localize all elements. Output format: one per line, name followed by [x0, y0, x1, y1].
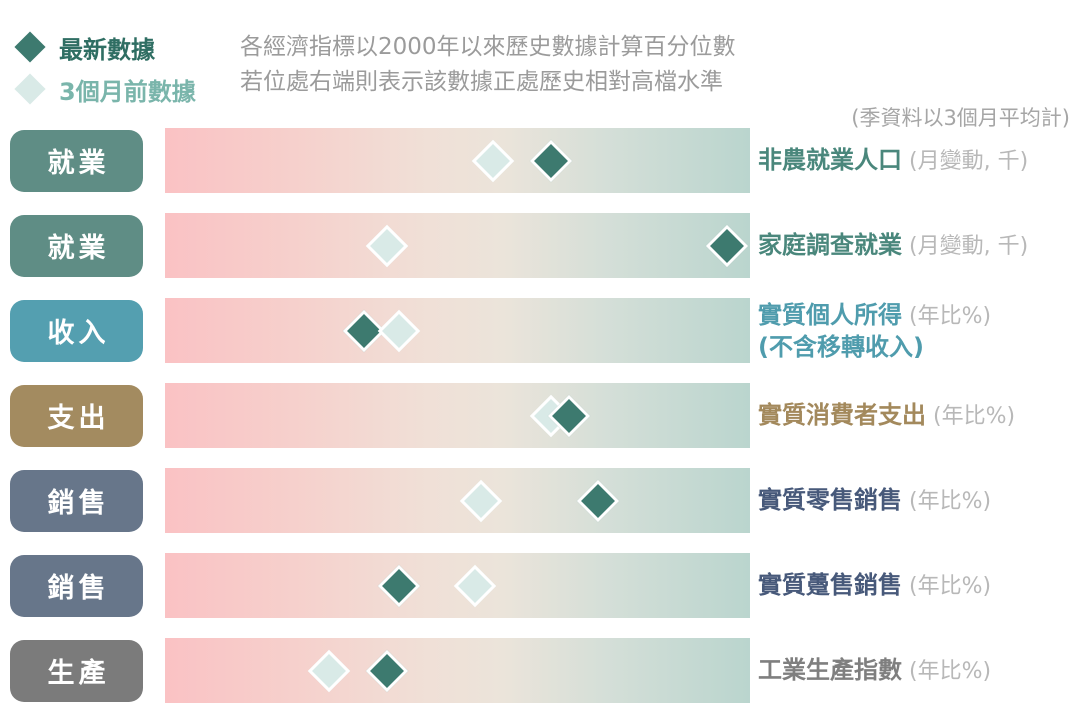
- indicator-row: 銷售 實質躉售銷售 (年比%): [0, 553, 1077, 618]
- three-months-ago-marker: [377, 309, 421, 352]
- latest-marker: [366, 649, 409, 692]
- indicator-name: 家庭調查就業: [758, 230, 902, 259]
- category-badge: 收入: [10, 299, 143, 362]
- three-months-ago-marker: [459, 479, 503, 522]
- percentile-bar: [165, 298, 750, 363]
- legend: 最新數據 3個月前數據: [12, 26, 196, 110]
- percentile-bar: [165, 553, 750, 618]
- legend-prev-label: 3個月前數據: [59, 77, 196, 106]
- indicator-name: 實質個人所得: [758, 300, 902, 329]
- category-badge: 支出: [10, 384, 143, 447]
- indicator-row: 生產 工業生產指數 (年比%): [0, 638, 1077, 703]
- legend-latest-label: 最新數據: [59, 35, 155, 64]
- indicator-unit: (年比%): [926, 403, 1016, 429]
- three-months-ago-diamond-icon: [14, 73, 46, 105]
- three-months-ago-marker: [453, 564, 497, 607]
- category-badge: 銷售: [10, 469, 143, 532]
- indicator-unit: (年比%): [902, 488, 992, 514]
- methodology-note: 各經濟指標以2000年以來歷史數據計算百分位數 若位處右端則表示該數據正處歷史相…: [240, 30, 736, 100]
- three-months-ago-marker: [366, 224, 409, 267]
- indicator-label: 實質消費者支出 (年比%): [758, 383, 1077, 448]
- indicator-row: 收入 實質個人所得 (年比%) (不含移轉收入): [0, 298, 1077, 363]
- methodology-note-line1: 各經濟指標以2000年以來歷史數據計算百分位數: [240, 34, 736, 60]
- category-badge: 生產: [10, 639, 143, 702]
- indicator-label: 工業生產指數 (年比%): [758, 638, 1077, 703]
- indicator-row: 就業 家庭調查就業 (月變動, 千): [0, 213, 1077, 278]
- indicator-name: 實質躉售銷售: [758, 570, 902, 599]
- indicator-label: 家庭調查就業 (月變動, 千): [758, 213, 1077, 278]
- three-months-ago-marker: [307, 649, 351, 692]
- legend-item-prev: 3個月前數據: [12, 68, 196, 110]
- percentile-bar: [165, 128, 750, 193]
- indicator-name: 工業生產指數: [758, 655, 902, 684]
- latest-marker: [377, 564, 421, 607]
- quarterly-data-note: (季資料以3個月平均計): [851, 106, 1070, 130]
- latest-marker: [529, 139, 573, 182]
- indicator-unit: (月變動, 千): [902, 148, 1029, 174]
- category-badge: 就業: [10, 214, 143, 277]
- percentile-bar: [165, 213, 750, 278]
- indicator-label: 實質個人所得 (年比%) (不含移轉收入): [758, 298, 1077, 363]
- indicator-name: 非農就業人口: [758, 145, 902, 174]
- indicator-row: 銷售 實質零售銷售 (年比%): [0, 468, 1077, 533]
- three-months-ago-marker: [471, 139, 514, 182]
- methodology-note-line2: 若位處右端則表示該數據正處歷史相對高檔水準: [240, 69, 723, 95]
- indicator-row: 支出 實質消費者支出 (年比%): [0, 383, 1077, 448]
- percentile-bar: [165, 383, 750, 448]
- latest-marker: [576, 479, 620, 522]
- indicator-name-line2: (不含移轉收入): [758, 332, 924, 361]
- indicator-label: 實質躉售銷售 (年比%): [758, 553, 1077, 618]
- indicator-label: 實質零售銷售 (年比%): [758, 468, 1077, 533]
- indicator-unit: (年比%): [902, 658, 992, 684]
- indicator-row: 就業 非農就業人口 (月變動, 千): [0, 128, 1077, 193]
- indicator-name: 實質消費者支出: [758, 400, 926, 429]
- indicator-rows: 就業 非農就業人口 (月變動, 千) 就業 家庭調查就業 (月變動, 千) 收入 實質個人…: [0, 128, 1077, 718]
- latest-diamond-icon: [14, 31, 46, 63]
- latest-marker: [705, 224, 748, 267]
- percentile-bar: [165, 638, 750, 703]
- indicator-unit: (年比%): [902, 573, 992, 599]
- indicator-unit: (月變動, 千): [902, 233, 1029, 259]
- category-badge: 就業: [10, 129, 143, 192]
- indicator-unit: (年比%): [902, 303, 992, 329]
- legend-item-latest: 最新數據: [12, 26, 196, 68]
- category-badge: 銷售: [10, 554, 143, 617]
- percentile-bar: [165, 468, 750, 533]
- indicator-label: 非農就業人口 (月變動, 千): [758, 128, 1077, 193]
- indicator-name: 實質零售銷售: [758, 485, 902, 514]
